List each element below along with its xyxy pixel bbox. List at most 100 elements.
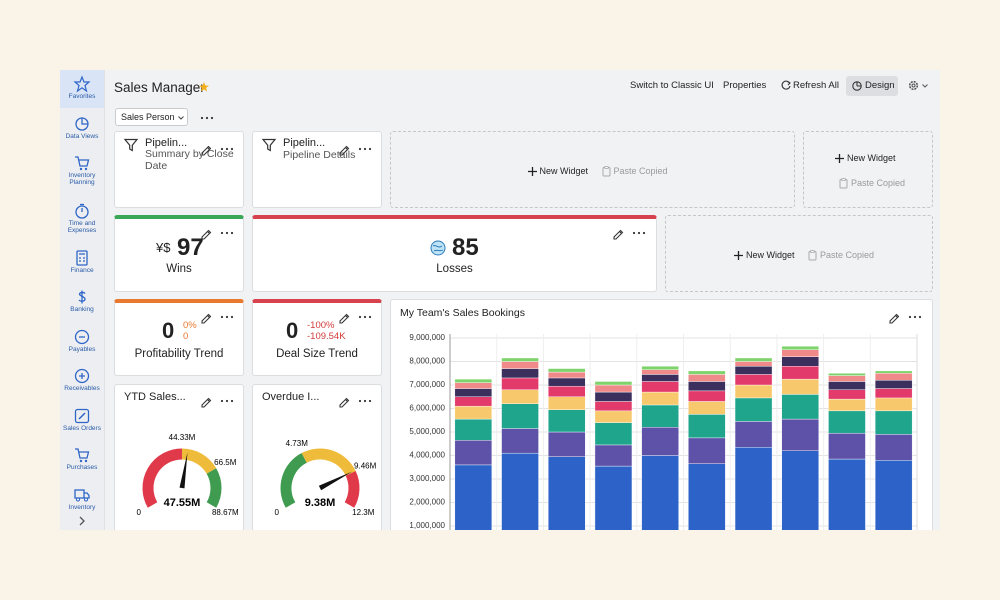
edit-icon[interactable] [200,143,212,156]
bar-segment [781,365,819,380]
sidebar-label[interactable]: Purchases [66,464,98,471]
sidebar-icon[interactable] [74,289,90,305]
bar-segment [874,373,913,381]
bar-segment [454,388,493,397]
paste-copied-button[interactable]: Paste Copied [613,165,668,176]
bar-segment [781,346,819,350]
icon-part [84,492,90,499]
bar-segment [734,397,773,422]
gauge-band [181,448,217,475]
y-tick-label: 5,000,000 [409,427,445,436]
sidebar-icon[interactable] [74,487,90,503]
bar-segment [641,374,679,382]
plus-icon[interactable] [734,250,743,260]
clipboard-icon[interactable] [808,249,817,260]
sidebar-icon[interactable] [74,408,90,424]
sidebar-icon[interactable] [74,155,90,171]
more-icon[interactable] [220,315,234,319]
more-icon[interactable] [358,315,372,319]
sidebar-label[interactable]: Payables [68,346,96,353]
icon-part [225,147,229,151]
sidebar-label[interactable]: Data Views [65,133,99,140]
more-icon[interactable] [200,116,214,120]
bar-segment [501,452,539,530]
sidebar-label[interactable]: Finance [70,267,94,274]
icon-part [363,147,367,151]
icon-part [201,145,212,156]
sidebar-icon[interactable] [74,368,90,384]
new-widget-button[interactable]: New Widget [539,165,589,176]
sidebar-icon[interactable] [74,447,90,463]
bar-segment [781,356,819,367]
profitability-value: 0 [162,318,175,343]
filter-icon [123,138,139,152]
sidebar-label[interactable]: Receivables [64,385,100,392]
design-button[interactable]: Design [846,76,898,96]
clipboard-icon[interactable] [602,165,611,176]
bar-segment [688,414,726,439]
new-widget-button[interactable]: New Widget [847,152,896,163]
design-icon [852,81,862,91]
bar-segment [641,427,679,456]
new-widget-button[interactable]: New Widget [746,249,795,260]
sidebar-icon[interactable] [74,203,90,219]
bar-segment [828,410,866,434]
icon-part [889,313,900,324]
action-button[interactable]: Refresh All [793,80,839,91]
edit-icon[interactable] [338,395,350,408]
edit-icon[interactable] [200,311,212,324]
plus-icon[interactable] [835,153,844,163]
more-icon[interactable] [632,231,646,235]
gauge-tick-label: 44.33M [169,433,196,442]
more-icon[interactable] [220,147,234,151]
sidebar-label[interactable]: Time and Expenses [67,220,97,234]
bar-segment [454,464,493,530]
plus-icon[interactable] [527,166,537,176]
more-icon[interactable] [220,399,234,403]
bar-segment [641,369,679,375]
bar-segment [734,421,773,448]
bar-segment [454,418,493,441]
sidebar-icon[interactable] [73,75,91,93]
refresh-icon[interactable] [781,80,791,90]
widget-title: Pipelin... [283,137,326,149]
sidebar-label[interactable]: Banking [70,306,94,313]
action-button[interactable]: Switch to Classic UI [630,80,714,91]
sidebar-label[interactable]: Sales Orders [63,425,101,432]
settings-caret[interactable] [922,84,928,88]
more-icon[interactable] [908,315,922,319]
bar-segment [734,357,773,362]
edit-icon[interactable] [612,227,624,240]
edit-icon[interactable] [338,143,350,156]
widget-title: Pipelin... [145,137,188,149]
bar-segment [781,450,819,530]
chevron-icon[interactable] [78,516,86,526]
sidebar-icon[interactable] [74,250,90,266]
edit-icon[interactable] [338,311,350,324]
more-icon[interactable] [220,231,234,235]
bar-segment [548,396,586,410]
icon-part [642,231,646,235]
icon-part [74,368,90,384]
paste-copied-button[interactable]: Paste Copied [851,177,906,188]
favorite-star[interactable] [199,82,209,92]
sidebar-label[interactable]: Favorites [68,93,96,100]
settings-icon[interactable] [908,80,919,91]
bar-segment [874,370,913,374]
sidebar-label[interactable]: Inventory Planning [68,172,96,186]
action-button[interactable]: Properties [723,80,767,91]
filter-dropdown[interactable]: Sales Person [115,108,188,126]
edit-icon[interactable] [888,311,900,324]
page-title: Sales Manager [114,80,205,95]
bar-segment [688,374,726,382]
sidebar-icon[interactable] [74,329,90,345]
edit-icon[interactable] [200,227,212,240]
clipboard-icon[interactable] [839,177,848,188]
edit-icon[interactable] [200,395,212,408]
icon-part [913,315,917,319]
sidebar-label[interactable]: Inventory [68,504,96,511]
paste-copied-button[interactable]: Paste Copied [820,249,875,260]
sidebar-icon[interactable] [74,116,90,132]
more-icon[interactable] [358,399,372,403]
more-icon[interactable] [358,147,372,151]
